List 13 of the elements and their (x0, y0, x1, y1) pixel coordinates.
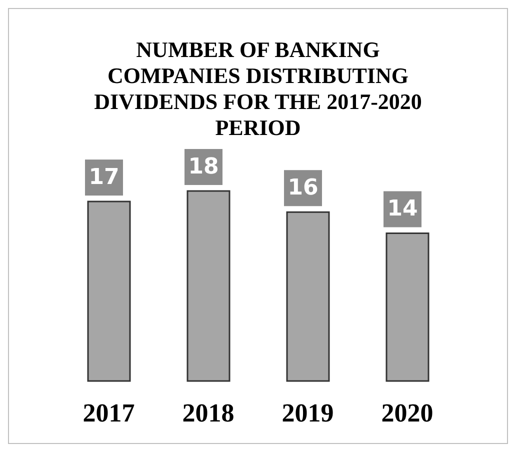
bar (87, 200, 131, 382)
x-tick-label: 2019 (282, 398, 334, 428)
bar (286, 211, 330, 382)
data-label: 18 (188, 154, 219, 180)
bar (386, 232, 430, 382)
data-label: 16 (288, 176, 318, 201)
x-tick-label: 2018 (182, 398, 234, 428)
bar (186, 190, 230, 382)
data-label: 17 (88, 165, 120, 190)
x-tick-label: 2017 (82, 398, 135, 428)
data-label: 14 (387, 196, 418, 222)
chart-title: NUMBER OF BANKING COMPANIES DISTRIBUTING DIVIDENDS FOR THE 2017-2020 PERIOD (93, 36, 423, 141)
x-tick-label: 2020 (381, 398, 434, 428)
